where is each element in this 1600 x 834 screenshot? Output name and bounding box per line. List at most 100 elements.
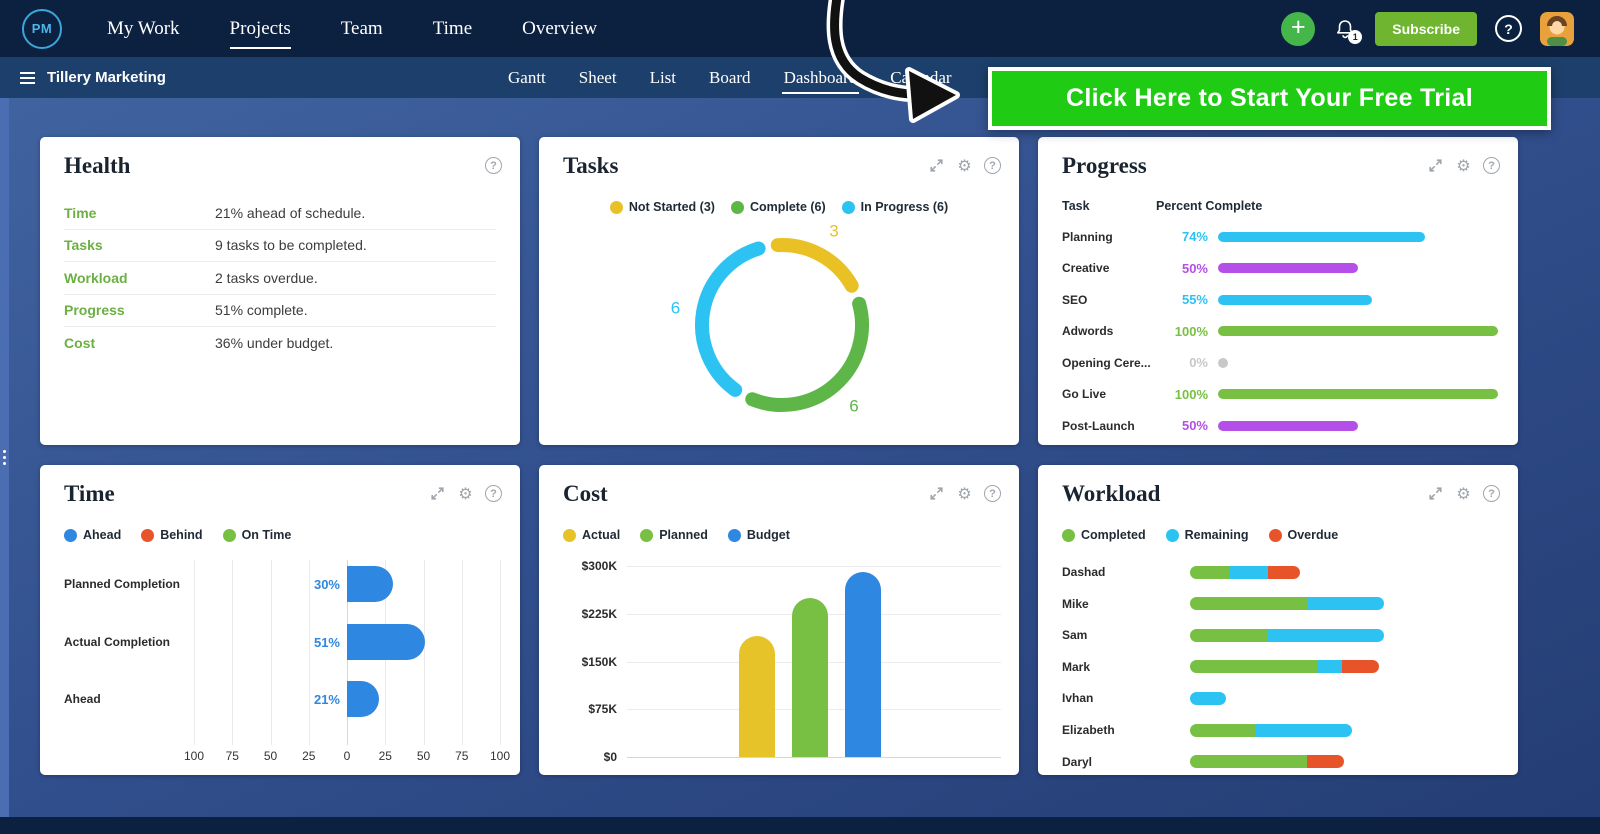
legend-dot <box>141 528 155 542</box>
legend-item-overdue: Overdue <box>1268 528 1338 542</box>
health-metric-value: 21% ahead of schedule. <box>215 204 366 221</box>
workload-bar-sam <box>1190 628 1385 642</box>
time-category-label: Ahead <box>64 692 101 706</box>
nav-item-team[interactable]: Team <box>340 17 383 39</box>
gridline <box>627 757 1001 758</box>
avatar[interactable] <box>1540 11 1574 46</box>
expand-icon[interactable] <box>1427 157 1444 174</box>
progress-percent-value: 100% <box>1174 323 1208 339</box>
workload-bar-mike <box>1190 597 1385 611</box>
donut-value-label: 6 <box>671 298 680 317</box>
notifications-button[interactable]: 1 <box>1333 17 1363 44</box>
progress-bar <box>1218 326 1498 337</box>
axis-tick-label: 100 <box>183 749 205 763</box>
progress-bar <box>1218 389 1498 400</box>
help-button[interactable]: ? <box>1495 15 1522 42</box>
tab-calendar[interactable]: Calendar <box>890 67 952 87</box>
health-metric-value: 36% under budget. <box>215 335 334 352</box>
progress-row-post-launch: Post-Launch 50% <box>1062 410 1498 442</box>
cost-card-title: Cost <box>563 481 608 506</box>
progress-task-name: Go Live <box>1062 387 1107 402</box>
legend-label: Behind <box>160 528 203 542</box>
progress-bar <box>1218 263 1358 274</box>
nav-item-time[interactable]: Time <box>432 17 473 39</box>
health-row-workload: Workload 2 tasks overdue. <box>64 262 496 295</box>
help-icon[interactable]: ? <box>1483 485 1500 502</box>
help-icon[interactable]: ? <box>984 157 1001 174</box>
axis-tick-label: 25 <box>378 749 392 763</box>
settings-gear-icon[interactable]: ⚙ <box>1456 483 1471 503</box>
workload-segment-remaining <box>1318 660 1342 674</box>
legend-item-on-time: On Time <box>222 528 291 542</box>
sidebar-drag-handle[interactable] <box>3 450 6 465</box>
progress-row-planning: Planning 74% <box>1062 221 1498 253</box>
time-bar-planned-completion <box>347 566 393 602</box>
help-icon[interactable]: ? <box>485 157 502 174</box>
expand-icon[interactable] <box>429 485 446 502</box>
tab-gantt[interactable]: Gantt <box>508 67 546 87</box>
time-bar-actual-completion <box>347 623 426 660</box>
hamburger-menu-icon[interactable] <box>20 71 35 84</box>
avatar-image <box>1540 11 1574 46</box>
settings-gear-icon[interactable]: ⚙ <box>458 483 473 503</box>
tasks-card: Tasks ⚙ ? Not Started (3) Complete (6) In … <box>539 137 1019 445</box>
pm-logo-text: PM <box>31 21 53 36</box>
settings-gear-icon[interactable]: ⚙ <box>957 483 972 503</box>
main-nav: My Work Projects Team Time Overview <box>107 0 597 57</box>
help-icon[interactable]: ? <box>1483 157 1500 174</box>
nav-item-overview[interactable]: Overview <box>522 17 598 39</box>
expand-icon[interactable] <box>928 485 945 502</box>
workload-segment-remaining <box>1190 691 1226 705</box>
cost-chart: $0 $75K $150K $225K $300K <box>539 465 1019 775</box>
time-card-title: Time <box>64 481 115 506</box>
workload-segment-overdue <box>1268 565 1301 579</box>
cost-bar-actual <box>739 636 775 757</box>
settings-gear-icon[interactable]: ⚙ <box>957 155 972 175</box>
donut-value-label: 3 <box>829 221 838 240</box>
tasks-card-title: Tasks <box>563 153 619 178</box>
workload-chart: Dashad Mike Sam Mark Ivhan Elizabeth Daryl <box>1038 465 1518 775</box>
axis-tick-label: 75 <box>455 749 469 763</box>
tab-dashboard[interactable]: Dashboard <box>781 57 859 98</box>
pm-logo[interactable]: PM <box>22 8 62 49</box>
cost-card: Cost ⚙ ? Actual Planned Budget $0 $75K $150K… <box>539 465 1019 775</box>
nav-item-projects[interactable]: Projects <box>229 0 291 57</box>
expand-icon[interactable] <box>928 157 945 174</box>
help-icon[interactable]: ? <box>984 485 1001 502</box>
progress-bar-track <box>1218 231 1498 242</box>
legend-dot <box>222 528 236 542</box>
workload-segment-remaining <box>1255 723 1352 737</box>
axis-tick-label: $225K <box>581 606 617 621</box>
progress-task-name: Creative <box>1062 261 1110 276</box>
axis-tick-label: $75K <box>588 702 617 717</box>
tab-list[interactable]: List <box>649 67 677 87</box>
legend-dot <box>640 528 654 542</box>
workload-bar-ivhan <box>1190 691 1226 705</box>
health-row-time: Time 21% ahead of schedule. <box>64 197 496 230</box>
legend-label: Complete (6) <box>749 200 826 214</box>
workload-bar-daryl <box>1190 755 1344 769</box>
legend-item-ahead: Ahead <box>64 528 121 542</box>
workload-segment-completed <box>1190 565 1230 579</box>
free-trial-banner[interactable]: Click Here to Start Your Free Trial <box>988 67 1551 130</box>
progress-bar-track <box>1218 294 1498 305</box>
cost-bar-planned <box>792 597 828 757</box>
add-new-button[interactable]: + <box>1281 11 1316 46</box>
progress-percent-value: 50% <box>1181 260 1208 276</box>
column-header-percent: Percent Complete <box>1156 199 1263 213</box>
expand-icon[interactable] <box>1427 485 1444 502</box>
progress-table-header: Task Percent Complete <box>1062 199 1498 213</box>
axis-tick-label: $150K <box>581 654 617 669</box>
settings-gear-icon[interactable]: ⚙ <box>1456 155 1471 175</box>
help-icon[interactable]: ? <box>485 485 502 502</box>
legend-dot <box>730 200 744 214</box>
tab-board[interactable]: Board <box>709 67 751 87</box>
progress-percent-value: 55% <box>1181 292 1208 308</box>
progress-bar <box>1218 357 1228 368</box>
workload-member-name: Sam <box>1062 628 1088 643</box>
tab-sheet[interactable]: Sheet <box>578 67 617 87</box>
axis-tick-label: 75 <box>225 749 239 763</box>
workload-bar-elizabeth <box>1190 723 1352 737</box>
subscribe-button[interactable]: Subscribe <box>1375 11 1477 46</box>
nav-item-my-work[interactable]: My Work <box>107 17 180 39</box>
